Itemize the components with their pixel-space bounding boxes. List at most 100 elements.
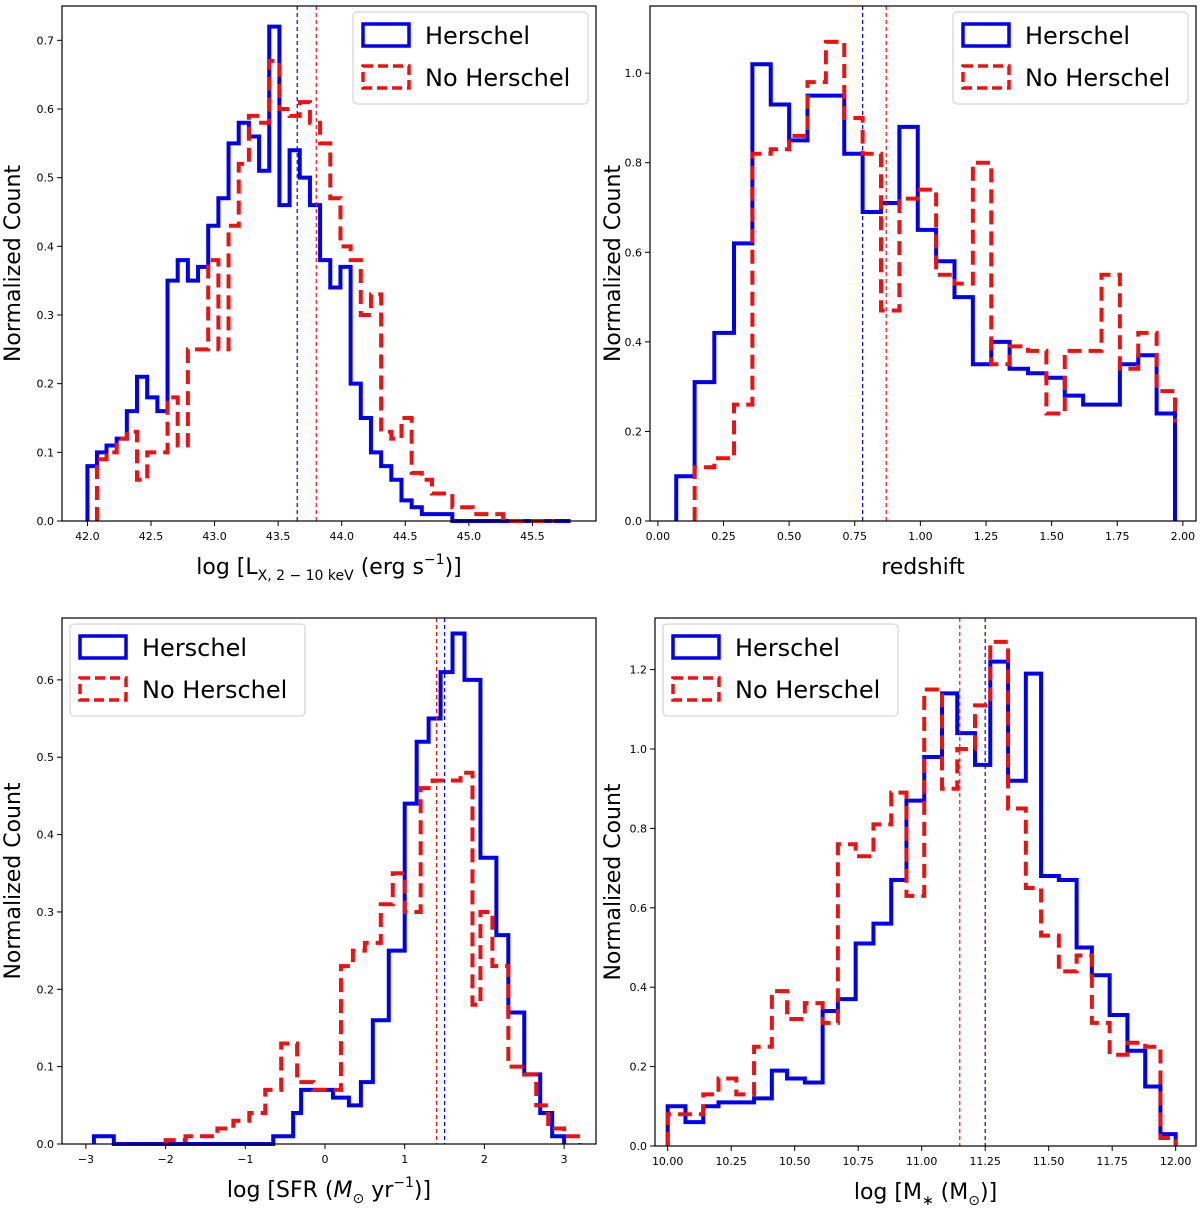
x-tick-label: 11.25 <box>969 1155 1001 1168</box>
x-tick-label: 2 <box>481 1153 488 1166</box>
x-tick-label: 42.0 <box>75 530 100 543</box>
chart-sfr: −3 −2 −1 0 1 2 3 0.0 0.1 0.2 0.3 0.4 0.5 0.6 Normalize… <box>1 617 597 1207</box>
x-tick-label: 0.00 <box>646 530 671 543</box>
legend-swatch-herschel <box>961 22 1011 48</box>
legend-label-no-herschel: No Herschel <box>425 64 570 92</box>
legend-swatch-no-herschel <box>671 676 721 702</box>
x-axis-title: log [M∗ (M⊙)] <box>854 1180 997 1208</box>
series-herschel-step <box>85 24 571 523</box>
y-tick-label: 0.7 <box>37 34 55 47</box>
legend-swatch-no-herschel <box>361 64 411 90</box>
x-tick-label: 1.75 <box>1105 530 1130 543</box>
plot-frame <box>649 5 1197 522</box>
x-tick-label: 43.0 <box>202 530 227 543</box>
y-tick-label: 0.1 <box>37 446 55 459</box>
y-tick-label: 0.6 <box>37 674 55 687</box>
y-tick-label: 0.4 <box>625 336 643 349</box>
y-tick-label: 0.6 <box>37 103 55 116</box>
x-tick-label: 1.50 <box>1039 530 1064 543</box>
x-tick-label: 10.25 <box>715 1155 747 1168</box>
legend-label-herschel: Herschel <box>1025 22 1130 50</box>
y-tick-label: 0.0 <box>37 1138 55 1151</box>
y-axis-title: Normalized Count <box>601 165 626 362</box>
x-tick-label: 10.50 <box>779 1155 811 1168</box>
x-axis-title: redshift <box>881 555 965 580</box>
y-tick-label: 1.2 <box>630 664 648 677</box>
x-tick-label: 3 <box>561 1153 568 1166</box>
x-tick-label: −1 <box>237 1153 253 1166</box>
y-tick-label: 0.0 <box>625 515 643 528</box>
y-tick-label: 0.3 <box>37 309 55 322</box>
x-axis-title: log [LX, 2 − 10 keV (erg s−1)] <box>196 552 461 584</box>
x-tick-label: 11.75 <box>1096 1155 1128 1168</box>
plot-frame <box>654 617 1197 1147</box>
panel-mass-histogram: 10.00 10.25 10.50 10.75 11.00 11.25 11.50 11.75… <box>600 604 1200 1209</box>
y-tick-label: 0.4 <box>37 829 55 842</box>
x-tick-label: 0.75 <box>843 530 868 543</box>
x-tick-label: 12.00 <box>1160 1155 1192 1168</box>
y-axis-title: Normalized Count <box>601 783 626 980</box>
y-tick-label: 0.2 <box>625 425 643 438</box>
y-tick-label: 0.3 <box>37 906 55 919</box>
plot-frame <box>61 617 597 1145</box>
y-tick-label: 0.2 <box>37 378 55 391</box>
x-tick-label: 10.75 <box>842 1155 874 1168</box>
y-tick-label: 0.0 <box>37 515 55 528</box>
x-tick-label: 1.00 <box>908 530 933 543</box>
x-tick-label: 11.00 <box>906 1155 938 1168</box>
legend-label-no-herschel: No Herschel <box>142 676 287 704</box>
y-tick-label: 0.2 <box>630 1061 648 1074</box>
x-tick-label: 2.00 <box>1171 530 1196 543</box>
x-tick-label: 45.0 <box>457 530 482 543</box>
legend-swatch-herschel <box>78 634 128 660</box>
y-tick-label: 0.8 <box>630 822 648 835</box>
x-tick-label: 1.25 <box>974 530 999 543</box>
x-tick-label: 45.5 <box>520 530 545 543</box>
y-tick-label: 0.5 <box>37 172 55 185</box>
legend: Herschel No Herschel <box>662 623 899 717</box>
x-tick-label: 43.5 <box>266 530 291 543</box>
y-tick-label: 1.0 <box>625 67 643 80</box>
series-herschel-step <box>674 62 1177 521</box>
y-tick-label: 0.1 <box>37 1061 55 1074</box>
legend-label-no-herschel: No Herschel <box>1025 64 1170 92</box>
legend-label-herschel: Herschel <box>425 22 530 50</box>
plot-frame <box>61 5 597 522</box>
y-axis-title: Normalized Count <box>1 782 26 979</box>
x-tick-label: 44.5 <box>393 530 418 543</box>
legend: Herschel No Herschel <box>352 11 589 105</box>
x-tick-label: 42.5 <box>139 530 164 543</box>
x-tick-label: 0 <box>322 1153 329 1166</box>
chart-mass: 10.00 10.25 10.50 10.75 11.00 11.25 11.50 11.75… <box>601 617 1197 1209</box>
legend-swatch-no-herschel <box>961 64 1011 90</box>
y-tick-label: 1.0 <box>630 743 648 756</box>
y-tick-label: 0.6 <box>630 902 648 915</box>
legend-label-herschel: Herschel <box>735 634 840 662</box>
series-herschel-step <box>665 659 1178 1146</box>
y-tick-label: 0.4 <box>630 981 648 994</box>
y-tick-label: 0.0 <box>630 1140 648 1153</box>
y-tick-label: 0.2 <box>37 983 55 996</box>
x-axis-title: log [SFR (M⊙ yr−1)] <box>227 1175 431 1207</box>
legend: Herschel No Herschel <box>952 11 1189 105</box>
legend: Herschel No Herschel <box>69 623 306 717</box>
legend-label-herschel: Herschel <box>142 634 247 662</box>
chart-lx: 42.0 42.5 43.0 43.5 44.0 44.5 45.0 45.5 0.0 0.1 0.… <box>1 5 597 584</box>
x-tick-label: 11.50 <box>1033 1155 1065 1168</box>
series-no-herschel-step <box>665 639 1178 1146</box>
x-tick-label: −2 <box>158 1153 174 1166</box>
series-no-herschel-step <box>692 39 1177 521</box>
panel-redshift-histogram: 0.00 0.25 0.50 0.75 1.00 1.25 1.50 1.75 2.00 0.0 0… <box>600 0 1200 604</box>
x-tick-label: 0.50 <box>777 530 802 543</box>
x-tick-label: 44.0 <box>329 530 354 543</box>
panel-lx-histogram: 42.0 42.5 43.0 43.5 44.0 44.5 45.0 45.5 0.0 0.1 0.… <box>0 0 600 604</box>
y-tick-label: 0.4 <box>37 240 55 253</box>
x-tick-label: −3 <box>78 1153 94 1166</box>
y-tick-label: 0.5 <box>37 751 55 764</box>
legend-swatch-no-herschel <box>78 676 128 702</box>
x-tick-label: 10.00 <box>652 1155 684 1168</box>
series-no-herschel-step <box>94 58 555 523</box>
y-axis-title: Normalized Count <box>1 165 26 362</box>
chart-redshift: 0.00 0.25 0.50 0.75 1.00 1.25 1.50 1.75 2.00 0.0 0… <box>601 5 1197 580</box>
